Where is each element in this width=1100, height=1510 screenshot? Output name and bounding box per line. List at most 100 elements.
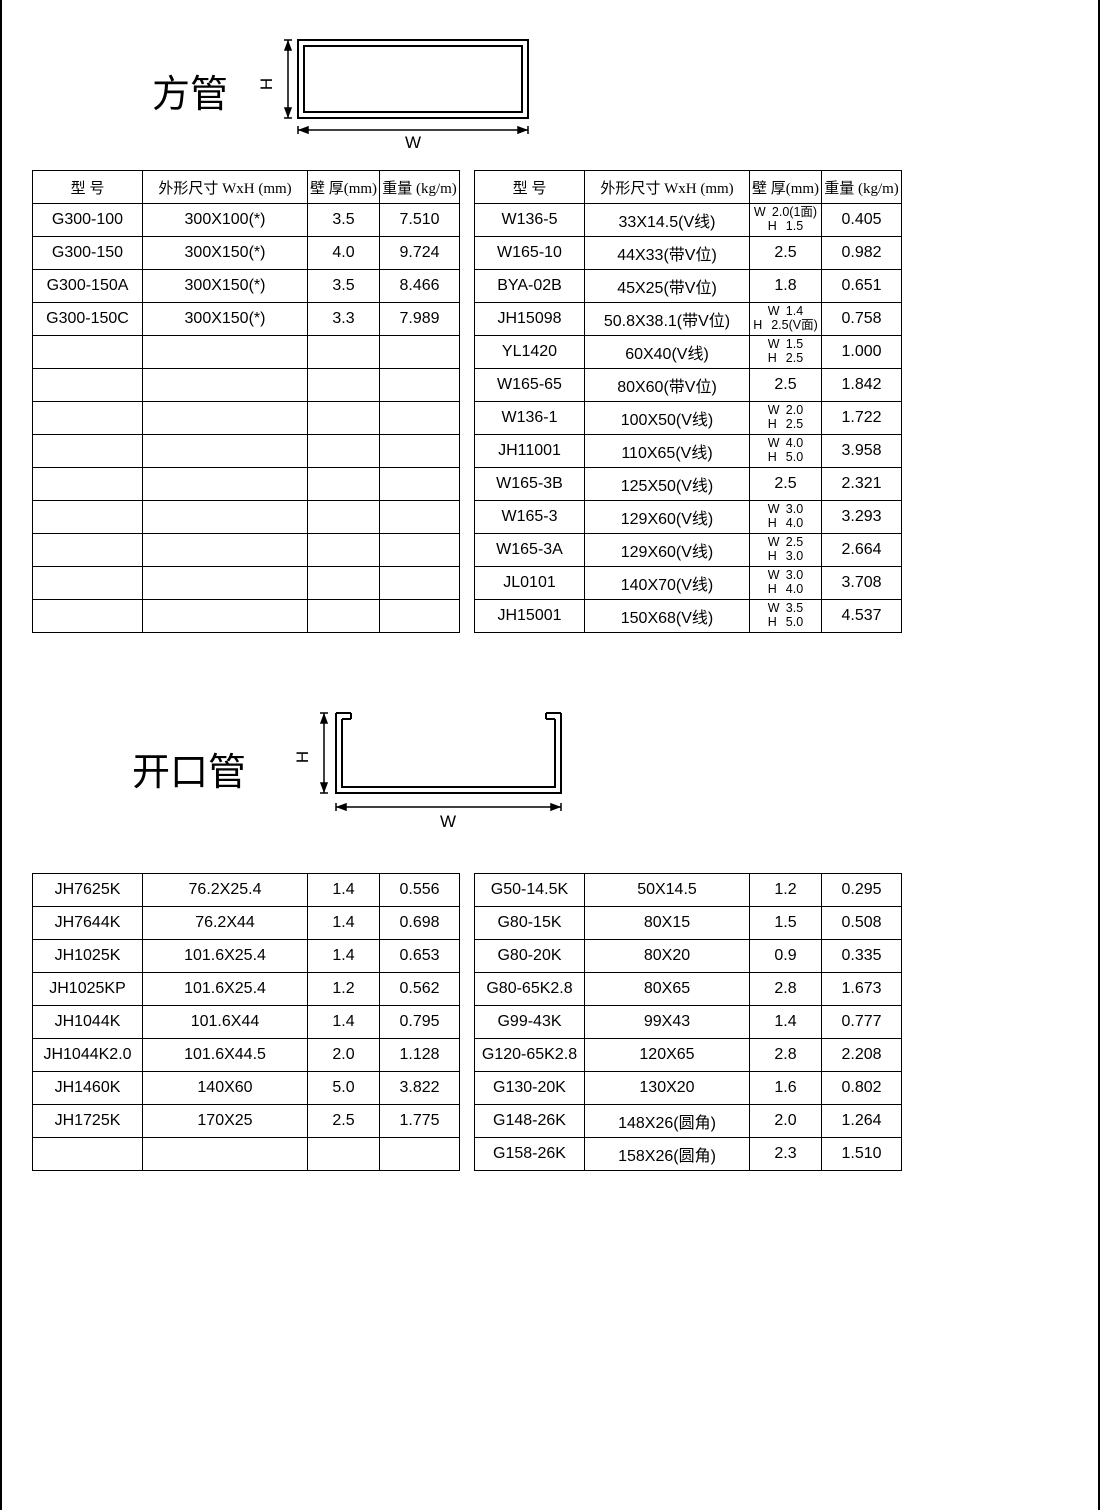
cell-dim <box>143 501 308 534</box>
cell-model: G300-150C <box>33 303 143 336</box>
cell-wt: 0.562 <box>380 973 460 1006</box>
table-row: JH1460K140X605.03.822 <box>33 1072 460 1105</box>
cell-wt: 0.335 <box>822 940 902 973</box>
cell-thk: 1.2 <box>750 874 822 907</box>
cell-thk <box>308 567 380 600</box>
cell-model: G80-20K <box>475 940 585 973</box>
section2-header: 开口管 H W <box>32 703 1068 833</box>
cell-dim <box>143 600 308 633</box>
table-row: JH7644K76.2X441.40.698 <box>33 907 460 940</box>
cell-wt: 3.958 <box>822 435 902 468</box>
cell-model: G148-26K <box>475 1105 585 1138</box>
cell-dim <box>143 402 308 435</box>
cell-dim: 101.6X25.4 <box>143 940 308 973</box>
section1-tables: 型 号 外形尺寸 WxH (mm) 壁 厚(mm) 重量 (kg/m) G300… <box>32 170 1068 633</box>
cell-wt: 1.673 <box>822 973 902 1006</box>
cell-thk <box>308 501 380 534</box>
table-row <box>33 534 460 567</box>
cell-dim: 140X70(V线) <box>585 567 750 600</box>
cell-wt: 1.842 <box>822 369 902 402</box>
table-row: G300-150A300X150(*)3.58.466 <box>33 270 460 303</box>
cell-model: JH15098 <box>475 303 585 336</box>
cell-wt: 0.758 <box>822 303 902 336</box>
cell-thk: 2.5 <box>750 369 822 402</box>
cell-thk: 1.6 <box>750 1072 822 1105</box>
cell-thk: 2.8 <box>750 973 822 1006</box>
table-row <box>33 501 460 534</box>
cell-thk: 2.3 <box>750 1138 822 1171</box>
cell-model <box>33 402 143 435</box>
table-row: G120-65K2.8120X652.82.208 <box>475 1039 902 1072</box>
cell-model: JH7625K <box>33 874 143 907</box>
cell-wt: 0.508 <box>822 907 902 940</box>
col-thk-header: 壁 厚(mm) <box>750 171 822 204</box>
cell-thk <box>308 402 380 435</box>
table-row: G99-43K99X431.40.777 <box>475 1006 902 1039</box>
cell-model: G300-150A <box>33 270 143 303</box>
cell-model <box>33 1138 143 1171</box>
cell-dim: 300X150(*) <box>143 237 308 270</box>
cell-model: JH1044K <box>33 1006 143 1039</box>
table-row: G80-20K80X200.90.335 <box>475 940 902 973</box>
cell-wt <box>380 567 460 600</box>
h-label: H <box>293 751 312 763</box>
cell-dim: 80X20 <box>585 940 750 973</box>
cell-model: G300-100 <box>33 204 143 237</box>
cell-dim <box>143 468 308 501</box>
table-row: YL142060X40(V线)W1.5H2.51.000 <box>475 336 902 369</box>
cell-model: G130-20K <box>475 1072 585 1105</box>
cell-dim: 80X60(带V位) <box>585 369 750 402</box>
table-row: JH1044K2.0101.6X44.52.01.128 <box>33 1039 460 1072</box>
cell-thk <box>308 468 380 501</box>
cell-thk <box>308 369 380 402</box>
section1-title: 方管 <box>152 63 228 118</box>
table-row: W136-533X14.5(V线)W2.0(1面)H1.50.405 <box>475 204 902 237</box>
cell-wt: 2.321 <box>822 468 902 501</box>
table-row <box>33 600 460 633</box>
section1-left-table: 型 号 外形尺寸 WxH (mm) 壁 厚(mm) 重量 (kg/m) G300… <box>32 170 460 633</box>
table-row: W165-1044X33(带V位)2.50.982 <box>475 237 902 270</box>
cell-wt: 1.510 <box>822 1138 902 1171</box>
cell-wt <box>380 600 460 633</box>
cell-model <box>33 468 143 501</box>
cell-thk: 1.2 <box>308 973 380 1006</box>
cell-model <box>33 600 143 633</box>
cell-model: W165-3 <box>475 501 585 534</box>
cell-thk: W1.4H2.5(V面) <box>750 303 822 336</box>
cell-model: JH11001 <box>475 435 585 468</box>
cell-wt: 2.664 <box>822 534 902 567</box>
cell-dim: 60X40(V线) <box>585 336 750 369</box>
cell-wt: 3.708 <box>822 567 902 600</box>
cell-dim: 45X25(带V位) <box>585 270 750 303</box>
cell-wt <box>380 435 460 468</box>
cell-dim: 125X50(V线) <box>585 468 750 501</box>
cell-thk: 1.4 <box>308 907 380 940</box>
table-row: G300-150300X150(*)4.09.724 <box>33 237 460 270</box>
cell-model: JH1460K <box>33 1072 143 1105</box>
cell-wt: 1.722 <box>822 402 902 435</box>
table-row: G50-14.5K50X14.51.20.295 <box>475 874 902 907</box>
cell-wt: 0.295 <box>822 874 902 907</box>
table-row: JL0101140X70(V线)W3.0H4.03.708 <box>475 567 902 600</box>
table-row: JH1025K101.6X25.41.40.653 <box>33 940 460 973</box>
section1-left-body: G300-100300X100(*)3.57.510G300-150300X15… <box>33 204 460 633</box>
cell-model: W165-3A <box>475 534 585 567</box>
cell-thk: 3.5 <box>308 204 380 237</box>
cell-wt: 0.405 <box>822 204 902 237</box>
cell-thk <box>308 1138 380 1171</box>
cell-model: W136-5 <box>475 204 585 237</box>
cell-wt <box>380 1138 460 1171</box>
table-row: G300-150C300X150(*)3.37.989 <box>33 303 460 336</box>
cell-wt <box>380 534 460 567</box>
section2-title: 开口管 <box>132 741 246 796</box>
table-row: BYA-02B45X25(带V位)1.80.651 <box>475 270 902 303</box>
cell-model <box>33 534 143 567</box>
cell-dim: 80X65 <box>585 973 750 1006</box>
cell-wt: 0.653 <box>380 940 460 973</box>
cell-wt <box>380 369 460 402</box>
section2-left-body: JH7625K76.2X25.41.40.556JH7644K76.2X441.… <box>33 874 460 1171</box>
cell-model: JH1044K2.0 <box>33 1039 143 1072</box>
cell-dim: 170X25 <box>143 1105 308 1138</box>
cell-model: JH1025KP <box>33 973 143 1006</box>
cell-model: G99-43K <box>475 1006 585 1039</box>
